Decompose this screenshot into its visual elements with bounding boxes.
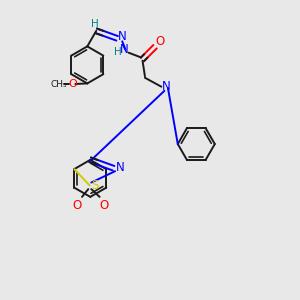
Text: N: N [116,160,124,173]
Text: N: N [118,30,127,43]
Text: CH₃: CH₃ [51,80,67,88]
Text: O: O [155,35,164,48]
Text: N: N [120,43,129,56]
Text: H: H [91,19,99,29]
Text: O: O [100,199,109,212]
Text: N: N [162,80,171,93]
Text: S: S [91,179,98,192]
Text: H: H [114,47,122,57]
Text: O: O [68,79,77,89]
Text: O: O [72,199,82,212]
